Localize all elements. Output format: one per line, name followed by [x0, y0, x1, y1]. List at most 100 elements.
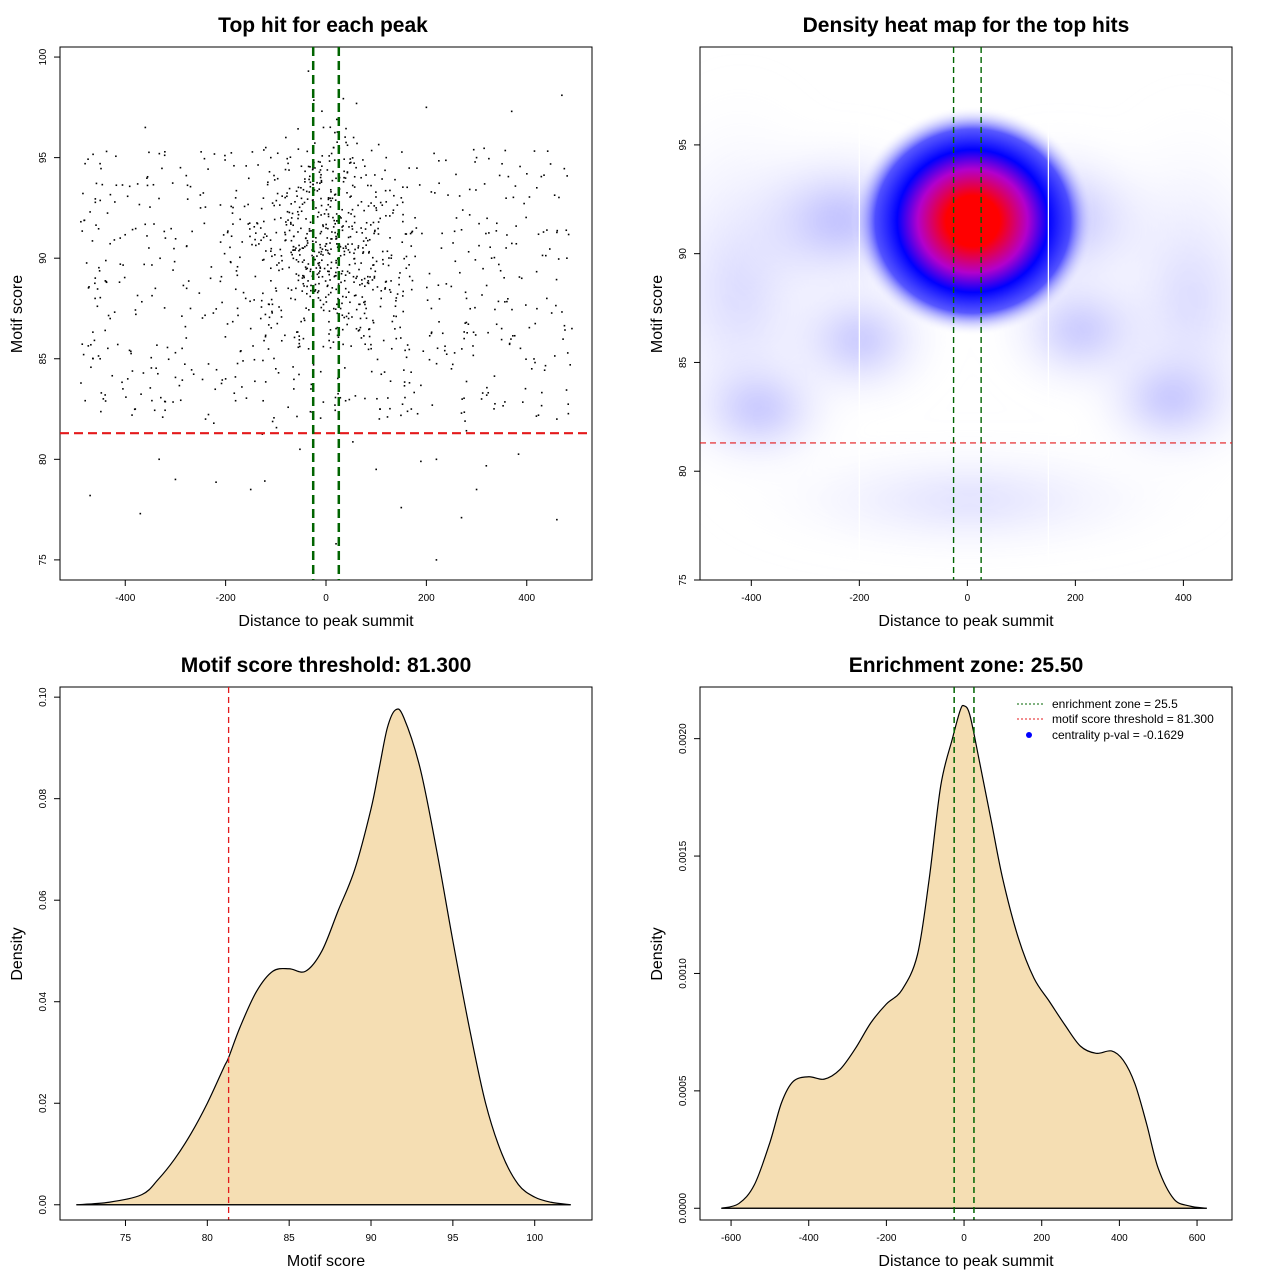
scatter-point	[85, 262, 88, 264]
heatmap-ylabel: Motif score	[649, 275, 666, 353]
scatter-point	[314, 258, 316, 261]
scatter-point	[151, 264, 153, 266]
scatter-point	[367, 282, 370, 285]
scatter-point	[364, 300, 366, 303]
scatter-point	[454, 260, 457, 263]
scatter-point	[488, 232, 490, 234]
scatter-point	[428, 358, 431, 361]
scatter-point	[315, 207, 317, 209]
scatter-point	[251, 243, 253, 246]
scatter-point	[334, 193, 337, 196]
scatter-point	[387, 264, 390, 267]
scatter-point	[394, 328, 396, 330]
scatter-point	[292, 257, 295, 260]
scatter-point	[233, 164, 235, 167]
scatter-point	[410, 371, 412, 374]
scatter-point	[329, 346, 332, 349]
scatter-point	[402, 186, 404, 188]
scatter-point	[307, 70, 310, 72]
scatter-point	[331, 238, 333, 240]
scatter-point	[93, 339, 96, 342]
scatter-point	[441, 232, 443, 235]
scatter-point	[316, 255, 318, 257]
scatter-point	[304, 178, 306, 180]
scatter-point	[306, 292, 308, 295]
scatter-point	[301, 277, 304, 279]
scatter-point	[116, 343, 119, 346]
score-density-ytick-label: 0.08	[38, 789, 49, 809]
scatter-point	[271, 202, 274, 204]
scatter-point	[403, 381, 406, 383]
scatter-point	[134, 309, 137, 311]
scatter-point	[347, 249, 350, 251]
scatter-point	[131, 228, 134, 231]
scatter-point	[347, 243, 349, 246]
scatter-xtick-label: -400	[115, 593, 135, 604]
scatter-point	[333, 159, 336, 161]
scatter-point	[275, 368, 277, 370]
scatter-point	[382, 339, 385, 342]
scatter-point	[273, 174, 275, 177]
scatter-point	[395, 297, 398, 299]
scatter-point	[415, 227, 418, 229]
scatter-point	[276, 322, 279, 325]
scatter-point	[301, 203, 304, 205]
scatter-point	[317, 297, 320, 299]
legend-zone-label: enrichment zone = 25.5	[1052, 697, 1178, 711]
scatter-point	[224, 378, 227, 380]
scatter-point	[320, 173, 322, 176]
scatter-point	[254, 232, 257, 234]
scatter-point	[97, 227, 100, 230]
distance-density-ytick-label: 0.0005	[678, 1075, 689, 1106]
scatter-point	[356, 275, 358, 278]
scatter-point	[465, 429, 468, 432]
scatter-point	[340, 272, 343, 275]
scatter-point	[210, 266, 213, 268]
scatter-point	[288, 211, 291, 214]
scatter-point	[121, 184, 124, 186]
scatter-point	[384, 169, 386, 172]
scatter-point	[519, 165, 521, 168]
scatter-point	[213, 422, 215, 424]
scatter-point	[253, 358, 256, 361]
scatter-point	[299, 345, 301, 348]
scatter-point	[332, 216, 334, 219]
scatter-point	[355, 166, 357, 169]
scatter-point	[465, 297, 468, 300]
scatter-point	[269, 267, 272, 270]
scatter-point	[375, 207, 377, 209]
scatter-point	[236, 274, 239, 277]
scatter-point	[386, 416, 389, 418]
scatter-point	[410, 408, 413, 410]
scatter-point	[105, 280, 107, 283]
scatter-point	[344, 245, 347, 247]
scatter-point	[115, 155, 117, 158]
scatter-point	[87, 287, 90, 289]
score-density-panel: Motif score threshold: 81.300 75 80 85 90 95…	[9, 654, 593, 1270]
scatter-point	[334, 199, 337, 201]
scatter-point	[364, 285, 366, 288]
distance-density-title: Enrichment zone: 25.50	[849, 654, 1084, 677]
score-density-xtick-label: 95	[447, 1233, 459, 1244]
scatter-point	[87, 158, 89, 160]
scatter-point	[320, 204, 323, 207]
scatter-point	[303, 276, 305, 279]
scatter-point	[398, 283, 400, 286]
scatter-point	[343, 158, 345, 161]
scatter-point	[359, 303, 361, 306]
scatter-point	[308, 228, 311, 230]
scatter-point	[300, 165, 303, 168]
scatter-point	[350, 195, 352, 198]
scatter-point	[510, 110, 513, 113]
heatmap-xtick-label: 400	[1175, 593, 1192, 604]
scatter-point	[309, 410, 312, 413]
scatter-point	[401, 403, 404, 406]
scatter-point	[239, 350, 242, 353]
scatter-point	[413, 391, 415, 394]
scatter-point	[463, 337, 465, 340]
scatter-point	[305, 218, 307, 220]
distance-density-ticks: -600 -400 -200 0 200 400 600 0.0000 0.0005 0.0010…	[678, 723, 1206, 1244]
scatter-point	[366, 239, 369, 242]
scatter-point	[236, 307, 239, 310]
scatter-point	[344, 399, 347, 402]
